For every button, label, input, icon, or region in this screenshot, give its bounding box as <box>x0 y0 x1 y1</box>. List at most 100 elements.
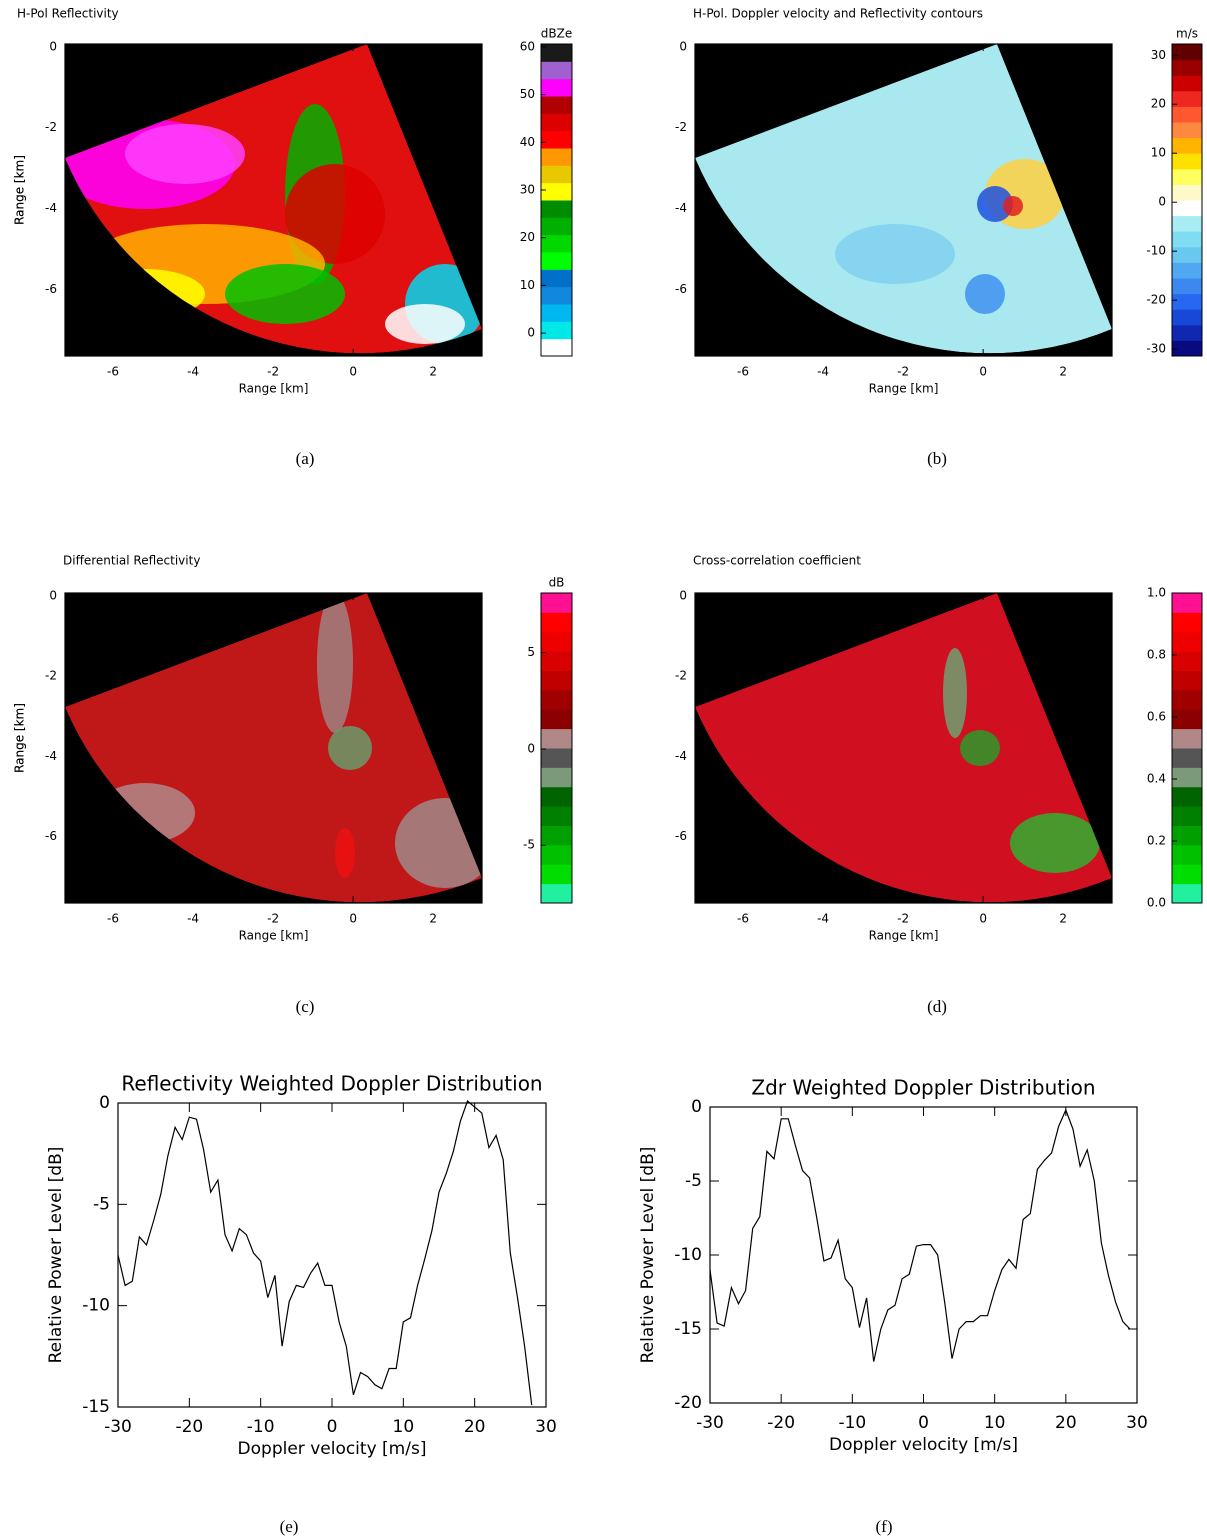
radar-echo <box>317 593 353 733</box>
colorbar-band <box>541 786 572 807</box>
radar-echo <box>835 224 955 284</box>
panel-title: H-Pol. Doppler velocity and Reflectivity… <box>693 7 983 21</box>
colorbar-tick-label: 5 <box>527 645 535 659</box>
colorbar-band <box>541 130 572 149</box>
colorbar-tick-label: -5 <box>523 838 535 852</box>
colorbar-band <box>1172 825 1202 846</box>
radar-echo <box>328 726 372 770</box>
x-axis-label: Range [km] <box>869 929 939 943</box>
colorbar-band <box>1172 844 1202 865</box>
caption: (e) <box>280 1517 299 1536</box>
y-tick-label: -4 <box>675 749 687 763</box>
y-tick-label: -5 <box>685 1171 702 1191</box>
colorbar-tick-label: 1.0 <box>1147 586 1166 600</box>
colorbar-frame <box>540 43 573 357</box>
y-tick-label: 0 <box>49 39 57 53</box>
colorbar-band <box>541 806 572 826</box>
x-tick-label: 0 <box>918 1413 929 1433</box>
x-tick-label: -4 <box>817 912 829 926</box>
y-tick-label: -6 <box>45 282 57 296</box>
colorbar-band <box>541 148 572 166</box>
y-axis-label: Range [km] <box>13 155 27 225</box>
colorbar-band <box>541 113 572 132</box>
colorbar-band <box>541 689 572 710</box>
colorbar-tick-label: 0 <box>527 326 535 340</box>
colorbar-label: m/s <box>1176 27 1198 41</box>
colorbar-tick-label: 10 <box>1151 146 1166 160</box>
x-tick-label: 10 <box>984 1413 1006 1433</box>
colorbar-tick-label: 0.2 <box>1147 834 1166 848</box>
colorbar-tick-label: -30 <box>1146 342 1166 356</box>
x-tick-label: -6 <box>737 365 749 379</box>
x-tick-label: -20 <box>767 1413 795 1433</box>
colorbar-band <box>1172 883 1202 904</box>
radar-echo <box>943 648 967 738</box>
x-tick-label: 30 <box>1126 1413 1148 1433</box>
colorbar-band <box>1172 153 1202 170</box>
colorbar-band <box>541 651 572 671</box>
colorbar-frame <box>540 592 573 904</box>
y-tick-label: -2 <box>45 669 57 683</box>
y-tick-label: 0 <box>679 588 687 602</box>
radar-echo <box>977 186 1013 222</box>
x-tick-label: 0 <box>349 912 357 926</box>
y-tick-label: -5 <box>93 1194 110 1214</box>
colorbar-band <box>1172 309 1202 326</box>
colorbar-band <box>541 182 572 201</box>
x-tick-label: 20 <box>1055 1413 1077 1433</box>
chart-title: Zdr Weighted Doppler Distribution <box>751 1076 1095 1100</box>
x-tick-label: 20 <box>464 1417 486 1437</box>
radar-echo <box>335 828 355 878</box>
colorbar-band <box>1172 44 1202 61</box>
colorbar-band <box>541 217 572 236</box>
colorbar-tick-label: 30 <box>520 182 535 196</box>
colorbar-band <box>1172 728 1202 749</box>
y-axis-label: Relative Power Level [dB] <box>46 1147 66 1364</box>
radar-echo <box>960 730 1000 766</box>
x-tick-label: -2 <box>897 365 909 379</box>
colorbar-label: dBZe <box>541 27 572 41</box>
colorbar-band <box>541 252 572 270</box>
colorbar-tick-label: -20 <box>1146 293 1166 307</box>
colorbar-tick-label: 20 <box>520 230 535 244</box>
y-tick-label: -4 <box>45 201 57 215</box>
x-tick-label: 10 <box>393 1417 415 1437</box>
radar-echo <box>1010 813 1100 873</box>
radar-echo <box>385 304 465 344</box>
x-tick-label: 0 <box>979 912 987 926</box>
x-tick-label: -20 <box>175 1417 203 1437</box>
y-tick-label: -10 <box>82 1296 110 1316</box>
colorbar-tick-label: 0.6 <box>1147 710 1166 724</box>
colorbar-band <box>1172 246 1202 263</box>
line <box>709 1108 1131 1362</box>
caption: (d) <box>927 997 947 1016</box>
plot-frame <box>117 1102 547 1408</box>
radar-image <box>695 593 1112 903</box>
x-tick-label: -30 <box>696 1413 724 1433</box>
y-tick-label: -6 <box>675 829 687 843</box>
x-tick-label: -2 <box>897 912 909 926</box>
colorbar-band <box>1172 593 1202 613</box>
x-tick-label: -4 <box>187 912 199 926</box>
x-axis-label: Doppler velocity [m/s] <box>829 1435 1018 1455</box>
x-axis-label: Doppler velocity [m/s] <box>238 1439 427 1459</box>
x-tick-label: 0 <box>979 365 987 379</box>
colorbar-frame <box>1171 43 1203 357</box>
y-tick-label: 0 <box>679 39 687 53</box>
y-tick-label: -6 <box>45 829 57 843</box>
colorbar-band <box>1172 748 1202 768</box>
colorbar-tick-label: 0.0 <box>1147 896 1166 910</box>
colorbar-band <box>541 338 572 357</box>
y-axis-label: Range [km] <box>13 703 27 773</box>
colorbar-band <box>1172 90 1202 107</box>
colorbar-band <box>541 709 572 730</box>
colorbar-tick-label: 30 <box>1151 48 1166 62</box>
colorbar-band <box>1172 168 1202 185</box>
colorbar-band <box>541 96 572 114</box>
colorbar-band <box>541 631 572 652</box>
x-tick-label: -10 <box>838 1413 866 1433</box>
colorbar-band <box>1172 689 1202 710</box>
y-tick-label: -2 <box>45 120 57 134</box>
colorbar-band <box>1172 278 1202 295</box>
x-axis-label: Range [km] <box>869 382 939 396</box>
